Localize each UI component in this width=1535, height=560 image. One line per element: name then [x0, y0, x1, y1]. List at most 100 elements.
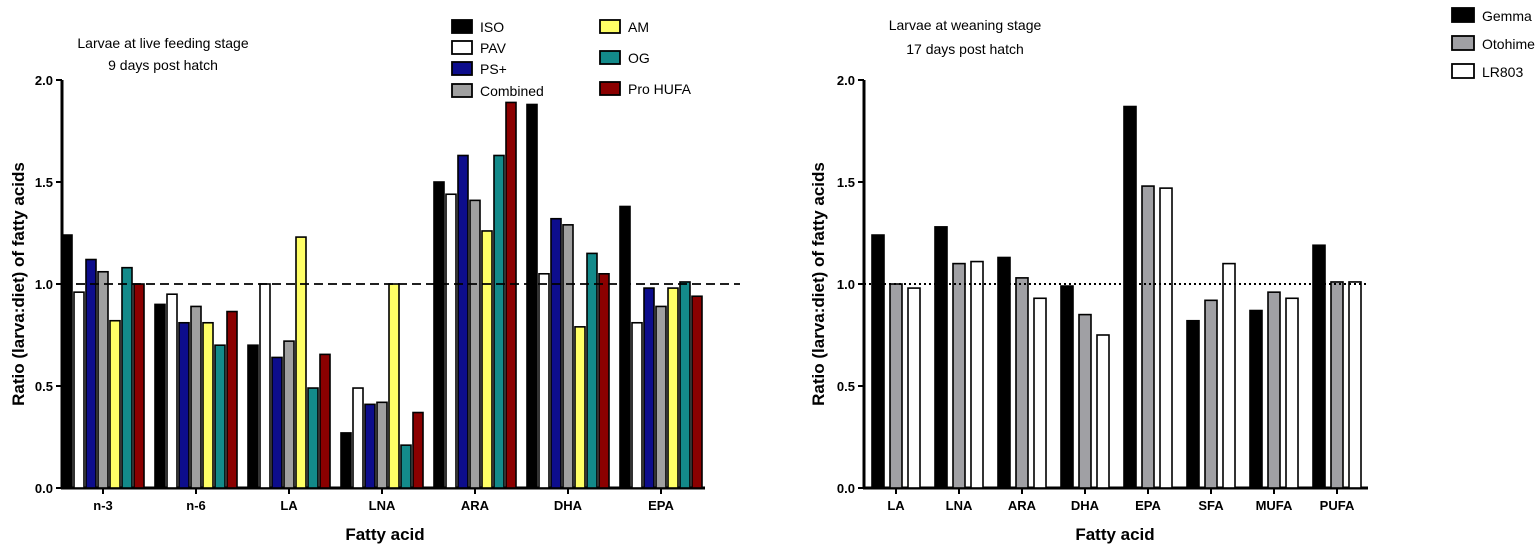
bar-otohime-epa — [1141, 185, 1155, 489]
bar-lr803-mufa — [1285, 297, 1299, 489]
bar-gemma-la — [871, 234, 885, 489]
chart-title-line-1: Larvae at weaning stage — [889, 17, 1042, 33]
chart-title-line-1: Larvae at live feeding stage — [77, 35, 248, 51]
x-tick-label: n-3 — [93, 498, 113, 513]
legend-label: Otohime — [1482, 36, 1535, 52]
bar-lr803-epa — [1159, 187, 1173, 489]
x-tick-label: LNA — [946, 498, 973, 513]
bar-pav-la — [259, 283, 271, 489]
bar-pro-hufa-dha — [598, 272, 610, 489]
bar-otohime-sfa — [1204, 299, 1218, 489]
bar-pav-dha — [538, 272, 550, 489]
chart-title-line-2: 9 days post hatch — [108, 57, 218, 73]
bar-lr803-pufa — [1348, 281, 1362, 489]
bar-pav-lna — [352, 387, 364, 489]
bar-iso-n-3 — [61, 234, 73, 489]
bar-lr803-ara — [1033, 297, 1047, 489]
bar-lr803-lna — [970, 260, 984, 489]
bar-otohime-la — [889, 283, 903, 489]
chart-weaning: Larvae at weaning stage 17 days post hat… — [809, 7, 1535, 544]
bar-og-n-3 — [121, 266, 133, 489]
bar-ps--n-6 — [178, 321, 190, 489]
x-tick-label: ARA — [1008, 498, 1037, 513]
bar-gemma-lna — [934, 226, 948, 489]
bar-ps--lna — [364, 403, 376, 489]
bar-og-la — [307, 387, 319, 489]
bar-otohime-mufa — [1267, 291, 1281, 489]
y-tick-label: 1.5 — [837, 175, 855, 190]
bar-combined-lna — [376, 401, 388, 489]
legend-swatch — [599, 50, 621, 65]
bar-gemma-pufa — [1312, 244, 1326, 489]
bar-ps--dha — [550, 217, 562, 489]
bar-iso-n-6 — [154, 303, 166, 489]
legend-label: Pro HUFA — [628, 81, 692, 97]
y-tick-label: 1.5 — [35, 175, 53, 190]
y-tick-label: 2.0 — [837, 73, 855, 88]
x-tick-label: EPA — [1135, 498, 1161, 513]
bar-pro-hufa-lna — [412, 411, 424, 489]
bar-otohime-pufa — [1330, 281, 1344, 489]
bar-lr803-sfa — [1222, 262, 1236, 489]
bar-combined-n-3 — [97, 270, 109, 489]
legend-label: PAV — [480, 40, 507, 56]
bar-iso-dha — [526, 103, 538, 489]
y-tick-label: 2.0 — [35, 73, 53, 88]
legend-swatch — [1451, 35, 1475, 51]
y-axis-label: Ratio (larva:diet) of fatty acids — [809, 162, 828, 406]
y-axis-label: Ratio (larva:diet) of fatty acids — [9, 162, 28, 406]
bar-pav-ara — [445, 193, 457, 489]
bar-combined-epa — [655, 305, 667, 489]
y-tick-label: 0.0 — [837, 481, 855, 496]
x-tick-label: SFA — [1198, 498, 1224, 513]
legend-swatch — [1451, 7, 1475, 23]
bar-lr803-dha — [1096, 334, 1110, 489]
bar-combined-dha — [562, 224, 574, 489]
bar-og-ara — [493, 154, 505, 489]
bar-ps--n-3 — [85, 258, 97, 489]
bar-iso-ara — [433, 181, 445, 489]
x-tick-label: LNA — [369, 498, 396, 513]
bar-lr803-la — [907, 287, 921, 489]
bar-pro-hufa-ara — [505, 101, 517, 489]
legend-label: ISO — [480, 19, 504, 35]
bar-pro-hufa-n-3 — [133, 283, 145, 489]
legend-swatch — [451, 19, 473, 34]
bar-iso-epa — [619, 205, 631, 489]
bar-iso-la — [247, 344, 259, 489]
chart-live-feeding: Larvae at live feeding stage 9 days post… — [9, 19, 740, 544]
bar-ps--ara — [457, 154, 469, 489]
bar-pav-n-3 — [73, 291, 85, 489]
bar-am-epa — [667, 287, 679, 489]
legend-label: Combined — [480, 83, 544, 99]
bar-am-n-3 — [109, 319, 121, 489]
bar-otohime-dha — [1078, 313, 1092, 489]
y-tick-label: 0.5 — [35, 379, 53, 394]
legend-label: AM — [628, 19, 649, 35]
bar-am-n-6 — [202, 321, 214, 489]
y-tick-label: 1.0 — [837, 277, 855, 292]
x-axis-label: Fatty acid — [1075, 525, 1154, 544]
chart-title-line-2: 17 days post hatch — [906, 41, 1024, 57]
bar-og-dha — [586, 252, 598, 489]
bar-gemma-epa — [1123, 105, 1137, 489]
y-tick-label: 1.0 — [35, 277, 53, 292]
x-tick-label: LA — [887, 498, 905, 513]
legend-swatch — [451, 61, 473, 76]
bar-iso-lna — [340, 432, 352, 489]
legend-label: OG — [628, 50, 650, 66]
legend-label: LR803 — [1482, 64, 1523, 80]
bar-otohime-lna — [952, 262, 966, 489]
legend-label: PS+ — [480, 61, 507, 77]
bar-pav-epa — [631, 321, 643, 489]
bar-am-la — [295, 236, 307, 489]
bar-am-dha — [574, 326, 586, 489]
bar-combined-ara — [469, 199, 481, 489]
y-tick-label: 0.0 — [35, 481, 53, 496]
bar-otohime-ara — [1015, 277, 1029, 489]
x-tick-label: DHA — [554, 498, 583, 513]
x-tick-label: PUFA — [1320, 498, 1355, 513]
bar-og-epa — [679, 281, 691, 489]
bar-pro-hufa-la — [319, 353, 331, 489]
